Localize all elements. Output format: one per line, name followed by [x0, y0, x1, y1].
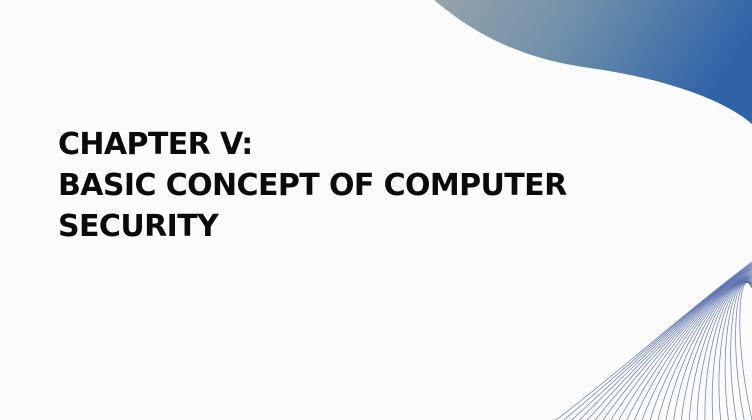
wave-line	[594, 266, 752, 420]
wave-line	[610, 268, 752, 420]
wave-line	[587, 265, 752, 420]
wave-line	[641, 273, 752, 420]
gradient-wave-shape	[434, 0, 752, 124]
title-line-1: CHAPTER V:	[58, 127, 253, 162]
wave-line	[735, 282, 752, 420]
wave-line-pattern	[555, 261, 752, 420]
wave-line	[555, 261, 752, 420]
title-line-3: SECURITY	[58, 209, 219, 244]
wave-line	[730, 281, 752, 420]
wave-line	[657, 275, 752, 420]
wave-line	[739, 282, 752, 420]
title-line-2: BASIC CONCEPT OF COMPUTER	[58, 168, 567, 203]
wave-line	[563, 262, 752, 420]
wave-line	[618, 269, 752, 420]
slide-title: CHAPTER V: BASIC CONCEPT OF COMPUTER SEC…	[58, 124, 567, 247]
wave-line	[602, 267, 752, 420]
wave-line	[571, 263, 752, 420]
wave-line	[579, 264, 752, 420]
wave-line	[711, 280, 752, 420]
